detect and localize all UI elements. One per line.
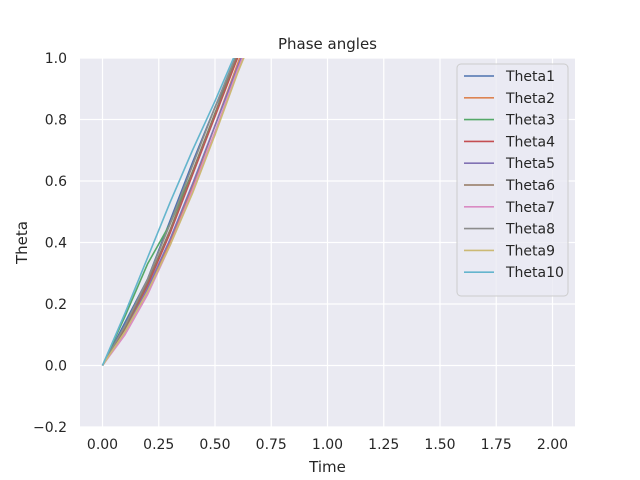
- x-tick-label: 2.00: [537, 437, 568, 453]
- x-tick-label: 1.75: [481, 437, 512, 453]
- x-tick-labels: 0.00 0.25 0.50 0.75 1.00 1.25 1.50 1.75 2.00: [87, 437, 568, 453]
- legend-label: Theta10: [505, 265, 564, 281]
- legend-label: Theta1: [505, 69, 555, 85]
- legend-label: Theta7: [505, 200, 555, 216]
- legend-box: [456, 63, 569, 297]
- series-line-theta10: [101, 58, 235, 366]
- y-tick-label: 0.6: [45, 174, 67, 190]
- y-tick-label: 0.4: [45, 236, 67, 252]
- x-tick-label: 0.25: [143, 437, 174, 453]
- y-tick-label: 0.2: [45, 297, 67, 313]
- legend-label: Theta3: [505, 113, 555, 129]
- y-tick-label: 0.0: [45, 359, 67, 375]
- x-axis-label: Time: [308, 458, 346, 476]
- series-line-theta9: [101, 58, 245, 366]
- legend: Theta1 Theta2 Theta3 Theta4 Theta5 Theta6 Thet…: [456, 63, 569, 297]
- x-tick-label: 0.50: [199, 437, 230, 453]
- legend-label: Theta4: [505, 134, 555, 150]
- legend-label: Theta6: [505, 178, 555, 194]
- x-tick-label: 1.25: [368, 437, 399, 453]
- y-tick-label: −0.2: [33, 420, 67, 436]
- x-tick-label: 1.50: [424, 437, 455, 453]
- y-tick-labels: −0.2 0.0 0.2 0.4 0.6 0.8 1.0: [33, 51, 67, 436]
- x-tick-label: 0.00: [87, 437, 118, 453]
- series-line-theta6: [101, 58, 238, 366]
- y-tick-label: 0.8: [45, 113, 67, 129]
- x-tick-label: 1.00: [312, 437, 343, 453]
- legend-label: Theta5: [505, 156, 555, 172]
- chart-title: Phase angles: [278, 35, 377, 53]
- x-tick-label: 0.75: [256, 437, 287, 453]
- y-tick-label: 1.0: [45, 51, 67, 67]
- y-axis-label: Theta: [13, 221, 31, 265]
- series-line-theta8: [101, 58, 236, 366]
- legend-label: Theta2: [505, 91, 555, 107]
- series-layer: [101, 58, 245, 366]
- legend-label: Theta9: [505, 243, 555, 259]
- legend-label: Theta8: [505, 222, 555, 238]
